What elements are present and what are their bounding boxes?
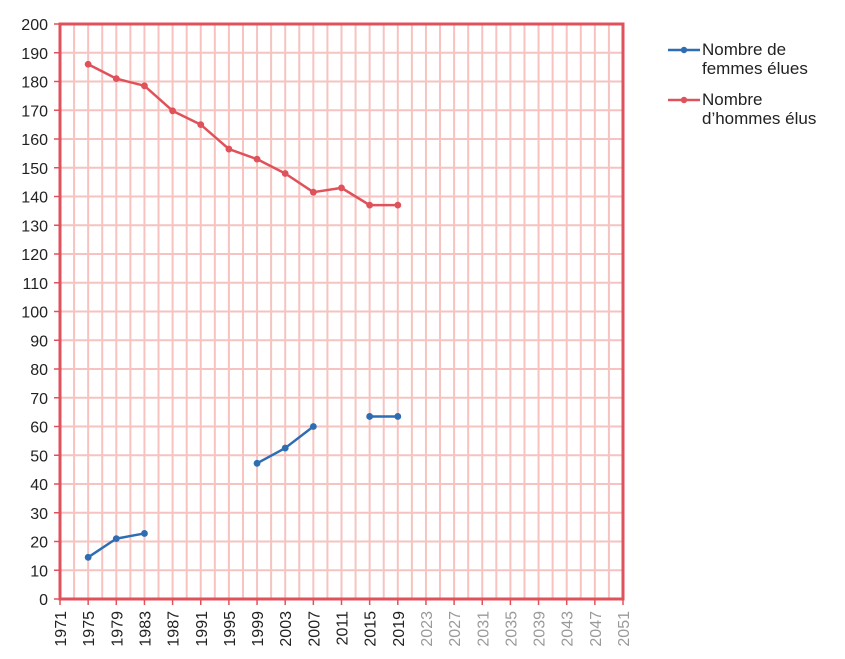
y-tick-label: 50 [30,448,48,465]
x-tick-label: 2015 [363,611,380,647]
legend-item-femmes: Nombre de femmes élues [666,40,841,78]
legend-label-hommes: Nombre d’hommes élus [702,90,817,128]
data-point-1 [141,82,148,90]
legend-swatch-hommes [666,90,702,110]
x-tick-label: 2011 [335,611,352,646]
legend-label-femmes: Nombre de femmes élues [702,40,808,78]
data-point-1 [84,60,92,68]
y-tick-label: 110 [22,276,48,293]
x-tick-label: 1995 [222,611,239,647]
y-tick-label: 100 [21,305,48,322]
y-axis-tick-labels: 0 10 20 30 40 50 60 70 80 90 100 110 120 130 140 150 160… [21,17,60,609]
x-tick-label: 2051 [616,611,633,647]
x-tick-label: 2003 [278,611,295,647]
y-tick-label: 120 [21,247,48,264]
x-tick-label: 2035 [503,611,520,647]
data-point-1 [338,184,345,192]
data-point-1 [281,170,289,177]
y-tick-label: 190 [21,46,48,63]
data-point-1 [169,107,177,115]
x-tick-label: 2031 [475,611,492,647]
data-point-1 [112,75,120,83]
x-tick-label: 1975 [81,611,98,647]
y-tick-label: 170 [21,103,48,120]
data-point-1 [197,121,205,129]
data-point-1 [366,201,374,209]
x-tick-label: 2043 [560,611,577,647]
legend-item-hommes: Nombre d’hommes élus [666,90,841,128]
x-tick-label: 1999 [250,611,267,647]
x-axis-tick-labels: 1971 1975 1979 1983 1987 1991 1995 1999 2003 2007… [53,599,633,647]
x-tick-label: 2019 [391,611,408,647]
y-tick-label: 130 [21,218,48,235]
x-tick-label: 2047 [588,611,605,647]
x-tick-label: 1979 [109,611,126,647]
data-point-1 [253,155,261,163]
data-point-0 [366,413,374,420]
x-tick-label: 1983 [137,611,154,647]
data-point-1 [309,188,317,196]
y-tick-label: 40 [30,477,48,494]
grid [60,24,623,599]
data-point-0 [141,530,148,537]
data-point-0 [253,459,261,467]
data-point-1 [394,201,402,209]
series-line-1 [87,63,398,207]
data-point-0 [112,535,120,543]
legend-swatch-femmes [666,40,702,60]
data-point-0 [309,423,317,430]
x-tick-label: 1991 [194,611,211,647]
y-tick-label: 30 [30,506,48,523]
legend: Nombre de femmes élues Nombre d’hommes é… [666,40,841,140]
y-tick-label: 0 [39,592,48,609]
y-tick-label: 20 [30,535,48,552]
y-tick-label: 60 [30,420,48,437]
x-tick-label: 1987 [166,611,183,647]
y-tick-label: 160 [21,132,48,149]
y-tick-label: 70 [30,391,48,408]
y-tick-label: 90 [30,333,48,350]
y-tick-label: 10 [30,563,48,580]
data-point-1 [225,145,233,153]
x-tick-label: 1971 [53,611,70,647]
x-tick-label: 2023 [419,611,436,647]
x-tick-label: 2027 [447,611,464,647]
data-point-0 [84,553,92,561]
y-tick-label: 180 [21,75,48,92]
data-point-0 [394,413,402,420]
x-tick-label: 2007 [306,611,323,647]
y-tick-label: 140 [21,190,48,207]
x-tick-label: 2039 [532,611,549,647]
y-tick-label: 150 [21,161,48,178]
y-tick-label: 200 [21,17,48,34]
series-layer [84,60,402,561]
y-tick-label: 80 [30,362,48,379]
data-point-0 [281,444,289,452]
